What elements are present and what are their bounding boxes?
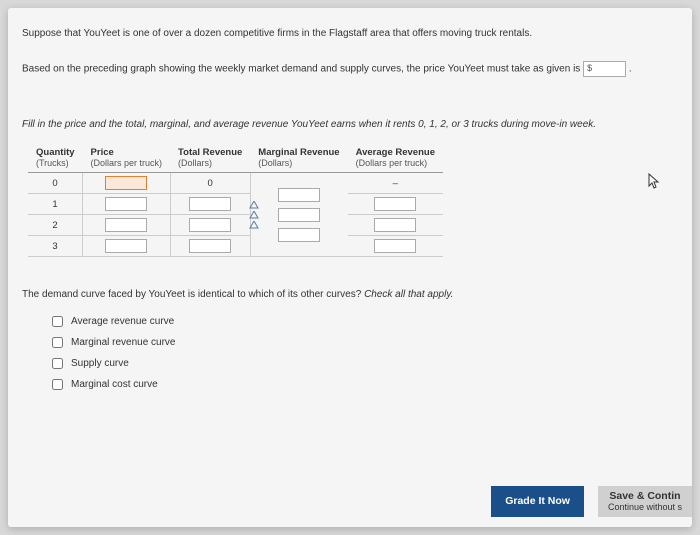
mr-arrows-icon: [249, 201, 259, 229]
table-row: 1: [28, 194, 443, 215]
tr-input-3[interactable]: [189, 239, 231, 253]
save-continue-button[interactable]: Save & Contin Continue without s: [598, 486, 692, 517]
price-prompt: Based on the preceding graph showing the…: [22, 61, 678, 77]
ar-input-3[interactable]: [374, 239, 416, 253]
mr-input-2[interactable]: [278, 208, 320, 222]
demand-curve-question: The demand curve faced by YouYeet is ide…: [22, 287, 678, 302]
checkbox-marginal-cost[interactable]: [52, 379, 63, 390]
ar-0: –: [348, 173, 443, 194]
price-input-0[interactable]: [105, 176, 147, 190]
checkbox-supply[interactable]: [52, 358, 63, 369]
col-price: Price(Dollars per truck): [83, 144, 171, 173]
qty-3: 3: [28, 236, 83, 257]
col-average-revenue: Average Revenue(Dollars per truck): [348, 144, 443, 173]
table-row: 2: [28, 215, 443, 236]
table-row: 3: [28, 236, 443, 257]
mr-column: [261, 188, 338, 242]
save-line1: Save & Contin: [609, 490, 680, 503]
checkbox-average-revenue[interactable]: [52, 316, 63, 327]
footer-buttons: Grade It Now Save & Contin Continue with…: [491, 486, 692, 517]
tr-input-1[interactable]: [189, 197, 231, 211]
qty-1: 1: [28, 194, 83, 215]
table-row: 0 0 –: [28, 173, 443, 194]
qty-2: 2: [28, 215, 83, 236]
price-input-2[interactable]: [105, 218, 147, 232]
price-input-1[interactable]: [105, 197, 147, 211]
price-input-3[interactable]: [105, 239, 147, 253]
grade-button[interactable]: Grade It Now: [491, 486, 584, 517]
label-marginal-cost: Marginal cost curve: [71, 379, 158, 390]
label-supply: Supply curve: [71, 358, 129, 369]
intro-text: Suppose that YouYeet is one of over a do…: [22, 26, 678, 41]
save-line2: Continue without s: [608, 502, 682, 513]
market-price-input[interactable]: [594, 63, 622, 75]
checkbox-marginal-revenue[interactable]: [52, 337, 63, 348]
checkbox-group: Average revenue curve Marginal revenue c…: [52, 316, 678, 390]
col-marginal-revenue: Marginal Revenue(Dollars): [250, 144, 347, 173]
option-marginal-revenue[interactable]: Marginal revenue curve: [52, 337, 678, 348]
mr-input-3[interactable]: [278, 228, 320, 242]
col-quantity: Quantity(Trucks): [28, 144, 83, 173]
mr-input-1[interactable]: [278, 188, 320, 202]
label-average-revenue: Average revenue curve: [71, 316, 174, 327]
dollar-sign: $: [587, 62, 592, 76]
tr-input-2[interactable]: [189, 218, 231, 232]
qty-0: 0: [28, 173, 83, 194]
price-input-wrap[interactable]: $: [583, 61, 626, 77]
period: .: [629, 64, 632, 75]
col-total-revenue: Total Revenue(Dollars): [170, 144, 250, 173]
revenue-table: Quantity(Trucks) Price(Dollars per truck…: [28, 144, 443, 257]
tr-0: 0: [170, 173, 250, 194]
fill-instruction: Fill in the price and the total, margina…: [22, 117, 678, 132]
based-text: Based on the preceding graph showing the…: [22, 64, 583, 75]
option-average-revenue[interactable]: Average revenue curve: [52, 316, 678, 327]
ar-input-1[interactable]: [374, 197, 416, 211]
ar-input-2[interactable]: [374, 218, 416, 232]
label-marginal-revenue: Marginal revenue curve: [71, 337, 176, 348]
option-supply[interactable]: Supply curve: [52, 358, 678, 369]
option-marginal-cost[interactable]: Marginal cost curve: [52, 379, 678, 390]
cursor-icon: [648, 173, 662, 194]
